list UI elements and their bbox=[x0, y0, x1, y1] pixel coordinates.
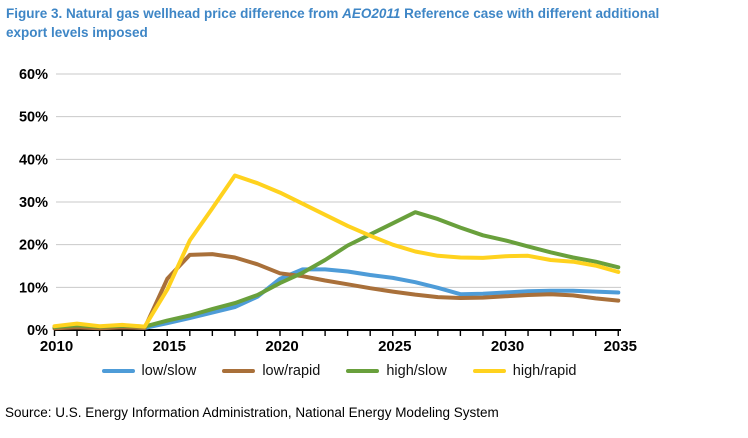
source-note: Source: U.S. Energy Information Administ… bbox=[5, 405, 499, 420]
title-italic-aeo2011: AEO2011 bbox=[342, 6, 401, 21]
legend-label: low/slow bbox=[141, 363, 197, 379]
chart-legend: low/slow low/rapid high/slow high/rapid bbox=[0, 363, 678, 379]
svg-text:2025: 2025 bbox=[378, 338, 411, 355]
price-difference-chart: 0% 10% 20% 30% 40% 50% 60% 2010 2015 2020 2025 2030… bbox=[0, 57, 700, 362]
legend-item-high-rapid: high/rapid bbox=[472, 363, 577, 379]
svg-text:10%: 10% bbox=[19, 280, 48, 296]
legend-line-swatch bbox=[346, 368, 380, 374]
legend-item-low-slow: low/slow bbox=[101, 363, 197, 379]
figure-title-line2: export levels imposed bbox=[6, 25, 148, 40]
title-text-after-italic: Reference case with different additional bbox=[400, 6, 660, 21]
title-text-before-italic: Figure 3. Natural gas wellhead price dif… bbox=[6, 6, 343, 21]
svg-text:20%: 20% bbox=[19, 238, 48, 254]
svg-text:2010: 2010 bbox=[40, 338, 73, 355]
legend-line-swatch bbox=[472, 368, 506, 374]
legend-line-swatch bbox=[222, 368, 256, 374]
chart-canvas: 0% 10% 20% 30% 40% 50% 60% 2010 2015 2020 2025 2030… bbox=[19, 67, 637, 355]
svg-text:30%: 30% bbox=[19, 195, 48, 211]
svg-text:2030: 2030 bbox=[491, 338, 524, 355]
figure-title-line1: Figure 3. Natural gas wellhead price dif… bbox=[6, 4, 748, 23]
legend-label: low/rapid bbox=[262, 363, 321, 379]
svg-text:0%: 0% bbox=[27, 323, 48, 339]
svg-text:60%: 60% bbox=[19, 67, 48, 83]
svg-text:2020: 2020 bbox=[265, 338, 298, 355]
svg-text:40%: 40% bbox=[19, 152, 48, 168]
legend-item-low-rapid: low/rapid bbox=[222, 363, 320, 379]
svg-text:2035: 2035 bbox=[604, 338, 637, 355]
legend-label: high/slow bbox=[386, 363, 447, 379]
figure-title: Figure 3. Natural gas wellhead price dif… bbox=[6, 4, 748, 42]
svg-text:2015: 2015 bbox=[153, 338, 186, 355]
svg-text:50%: 50% bbox=[19, 110, 48, 126]
legend-line-swatch bbox=[101, 368, 135, 374]
legend-label: high/rapid bbox=[512, 363, 577, 379]
legend-item-high-slow: high/slow bbox=[346, 363, 447, 379]
